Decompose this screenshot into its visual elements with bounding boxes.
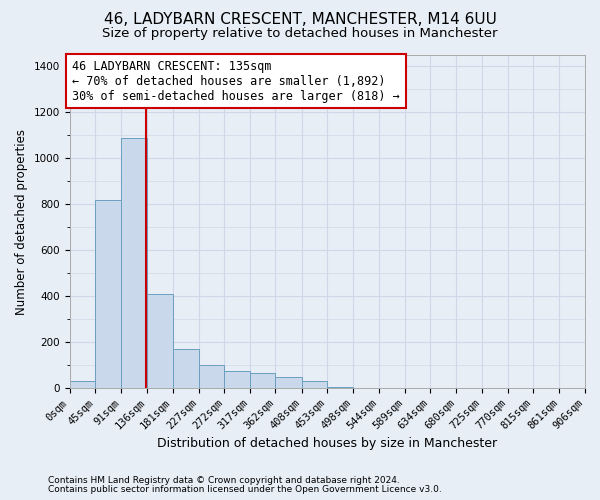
Bar — [147, 294, 173, 388]
Bar — [250, 373, 275, 388]
Bar — [121, 138, 147, 388]
Bar — [302, 381, 327, 388]
Bar — [95, 200, 121, 388]
Text: Contains public sector information licensed under the Open Government Licence v3: Contains public sector information licen… — [48, 485, 442, 494]
Bar — [199, 365, 224, 388]
Y-axis label: Number of detached properties: Number of detached properties — [15, 128, 28, 314]
Text: 46, LADYBARN CRESCENT, MANCHESTER, M14 6UU: 46, LADYBARN CRESCENT, MANCHESTER, M14 6… — [104, 12, 496, 28]
Text: Size of property relative to detached houses in Manchester: Size of property relative to detached ho… — [102, 28, 498, 40]
X-axis label: Distribution of detached houses by size in Manchester: Distribution of detached houses by size … — [157, 437, 497, 450]
Bar — [327, 387, 353, 388]
Text: 46 LADYBARN CRESCENT: 135sqm
← 70% of detached houses are smaller (1,892)
30% of: 46 LADYBARN CRESCENT: 135sqm ← 70% of de… — [73, 60, 400, 102]
Bar — [275, 376, 302, 388]
Text: Contains HM Land Registry data © Crown copyright and database right 2024.: Contains HM Land Registry data © Crown c… — [48, 476, 400, 485]
Bar — [224, 371, 250, 388]
Bar — [173, 349, 199, 388]
Bar — [70, 381, 95, 388]
